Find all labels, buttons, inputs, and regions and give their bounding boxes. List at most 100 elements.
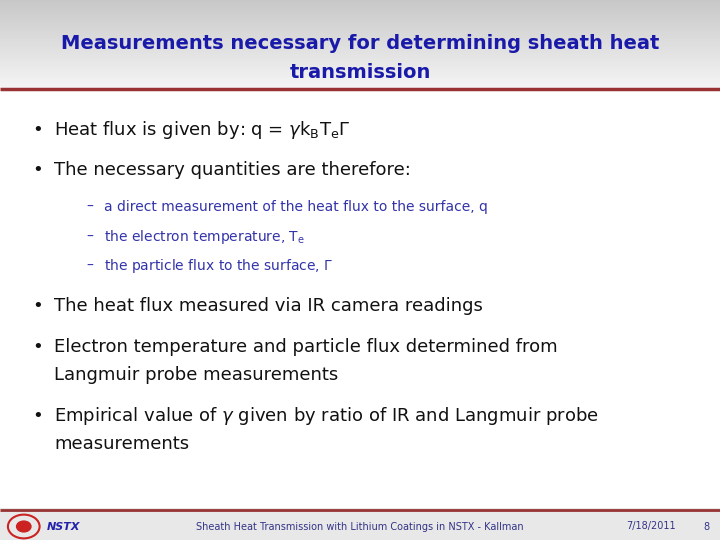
Bar — [0, 64, 720, 65]
Bar — [0, 84, 720, 85]
Bar — [0, 15, 720, 16]
Text: Langmuir probe measurements: Langmuir probe measurements — [54, 366, 338, 384]
Bar — [0, 18, 720, 19]
Bar — [0, 20, 720, 21]
Text: measurements: measurements — [54, 435, 189, 454]
Bar — [0, 33, 720, 35]
Text: the particle flux to the surface, $\Gamma$: the particle flux to the surface, $\Gamm… — [104, 257, 333, 275]
Bar — [0, 73, 720, 75]
Bar — [0, 30, 720, 31]
Bar — [0, 76, 720, 77]
Bar — [0, 3, 720, 4]
Bar — [0, 31, 720, 32]
Text: •: • — [32, 161, 43, 179]
Bar — [0, 21, 720, 22]
Bar — [0, 46, 720, 47]
Text: –: – — [86, 259, 94, 273]
Text: Measurements necessary for determining sheath heat: Measurements necessary for determining s… — [60, 33, 660, 53]
Bar — [0, 85, 720, 86]
Bar — [0, 55, 720, 56]
Bar — [0, 69, 720, 70]
Text: the electron temperature, T$_\mathregular{e}$: the electron temperature, T$_\mathregula… — [104, 227, 305, 246]
Text: •: • — [32, 407, 43, 425]
Bar — [0, 62, 720, 64]
Bar — [0, 10, 720, 11]
Bar — [0, 47, 720, 48]
Bar — [0, 1, 720, 2]
Bar — [0, 65, 720, 66]
Bar — [0, 48, 720, 49]
Bar — [0, 26, 720, 28]
Bar — [0, 6, 720, 8]
Bar — [0, 52, 720, 53]
Bar — [0, 60, 720, 61]
Text: –: – — [86, 230, 94, 244]
Bar — [0, 49, 720, 50]
Bar — [0, 58, 720, 59]
Bar — [0, 87, 720, 88]
Bar — [0, 77, 720, 78]
Bar — [0, 68, 720, 69]
Bar — [0, 29, 720, 30]
Bar — [0, 71, 720, 72]
Bar — [0, 11, 720, 12]
Bar — [0, 40, 720, 41]
Bar — [0, 79, 720, 80]
Bar — [0, 16, 720, 17]
Text: a direct measurement of the heat flux to the surface, q: a direct measurement of the heat flux to… — [104, 200, 488, 214]
Text: •: • — [32, 338, 43, 356]
Bar — [0, 45, 720, 46]
Bar — [0, 25, 720, 26]
Bar — [0, 5, 720, 6]
Bar — [0, 82, 720, 83]
Bar — [0, 4, 720, 5]
Text: •: • — [32, 297, 43, 315]
Bar — [0, 32, 720, 33]
Bar — [0, 38, 720, 39]
Bar — [0, 9, 720, 10]
Bar — [0, 37, 720, 38]
Bar — [0, 67, 720, 68]
Bar — [0, 8, 720, 9]
Text: Sheath Heat Transmission with Lithium Coatings in NSTX - Kallman: Sheath Heat Transmission with Lithium Co… — [196, 522, 524, 531]
Bar — [0, 22, 720, 23]
Bar — [0, 41, 720, 42]
Text: •: • — [32, 120, 43, 139]
Text: Electron temperature and particle flux determined from: Electron temperature and particle flux d… — [54, 338, 557, 356]
Bar — [0, 14, 720, 15]
Bar — [0, 70, 720, 71]
Bar — [0, 24, 720, 25]
Bar — [0, 23, 720, 24]
Circle shape — [17, 521, 31, 532]
Bar — [0, 19, 720, 20]
Text: 7/18/2011: 7/18/2011 — [626, 522, 676, 531]
Bar — [0, 17, 720, 18]
Bar — [0, 12, 720, 14]
Bar — [0, 61, 720, 62]
Bar — [0, 57, 720, 58]
Bar — [0, 28, 720, 29]
Text: transmission: transmission — [289, 63, 431, 82]
Bar — [0, 80, 720, 82]
Bar — [0, 89, 720, 518]
Text: The heat flux measured via IR camera readings: The heat flux measured via IR camera rea… — [54, 297, 483, 315]
Bar — [0, 39, 720, 40]
Bar — [0, 59, 720, 60]
Text: –: – — [86, 200, 94, 214]
Bar — [0, 83, 720, 84]
Bar — [0, 75, 720, 76]
Bar — [0, 66, 720, 67]
Text: Empirical value of $\gamma$ given by ratio of IR and Langmuir probe: Empirical value of $\gamma$ given by rat… — [54, 405, 598, 427]
Bar — [0, 508, 720, 540]
Bar — [0, 56, 720, 57]
Bar — [0, 88, 720, 89]
Bar — [0, 36, 720, 37]
Text: The necessary quantities are therefore:: The necessary quantities are therefore: — [54, 161, 411, 179]
Bar — [0, 42, 720, 43]
Text: 8: 8 — [703, 522, 709, 531]
Bar — [0, 50, 720, 51]
Text: Heat flux is given by: q = $\gamma$k$_\mathregular{B}$T$_\mathregular{e}$$\Gamma: Heat flux is given by: q = $\gamma$k$_\m… — [54, 119, 351, 140]
Bar — [0, 43, 720, 45]
Bar — [0, 51, 720, 52]
Bar — [0, 35, 720, 36]
